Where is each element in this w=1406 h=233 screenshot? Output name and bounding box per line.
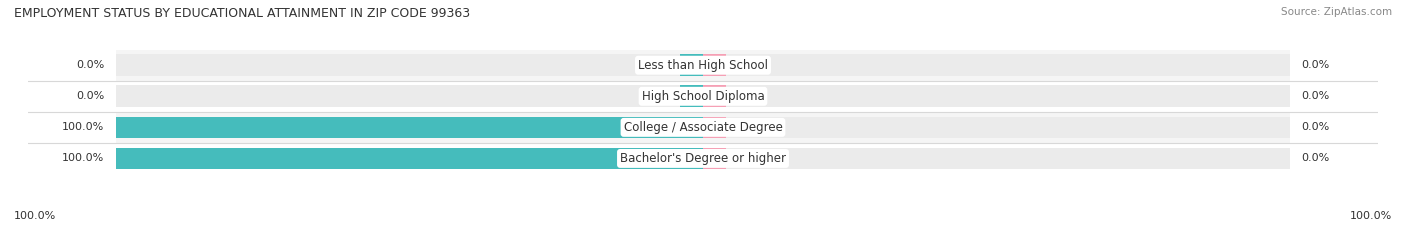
Bar [117,50,1289,81]
Bar [117,86,703,107]
Bar [679,86,703,107]
Text: 0.0%: 0.0% [1302,154,1330,163]
Text: 100.0%: 100.0% [1350,211,1392,221]
Text: 0.0%: 0.0% [76,91,104,101]
Text: 100.0%: 100.0% [62,154,104,163]
Text: College / Associate Degree: College / Associate Degree [624,121,782,134]
Bar [117,54,703,76]
Bar [117,147,703,169]
Bar [703,54,727,76]
Text: 0.0%: 0.0% [76,60,104,70]
Text: Less than High School: Less than High School [638,59,768,72]
Bar [117,143,1289,174]
Bar [703,147,727,169]
Bar [703,54,1289,76]
Text: 100.0%: 100.0% [62,122,104,132]
Text: EMPLOYMENT STATUS BY EDUCATIONAL ATTAINMENT IN ZIP CODE 99363: EMPLOYMENT STATUS BY EDUCATIONAL ATTAINM… [14,7,470,20]
Bar [117,116,703,138]
Bar [703,147,1289,169]
Bar [703,116,727,138]
Text: 0.0%: 0.0% [1302,91,1330,101]
Text: 100.0%: 100.0% [14,211,56,221]
Bar [117,147,703,169]
Bar [703,86,727,107]
Bar [703,86,1289,107]
Bar [117,112,1289,143]
Text: High School Diploma: High School Diploma [641,90,765,103]
Bar [117,81,1289,112]
Text: Bachelor's Degree or higher: Bachelor's Degree or higher [620,152,786,165]
Bar [679,54,703,76]
Bar [703,116,1289,138]
Text: 0.0%: 0.0% [1302,60,1330,70]
Text: 0.0%: 0.0% [1302,122,1330,132]
Text: Source: ZipAtlas.com: Source: ZipAtlas.com [1281,7,1392,17]
Bar [117,116,703,138]
